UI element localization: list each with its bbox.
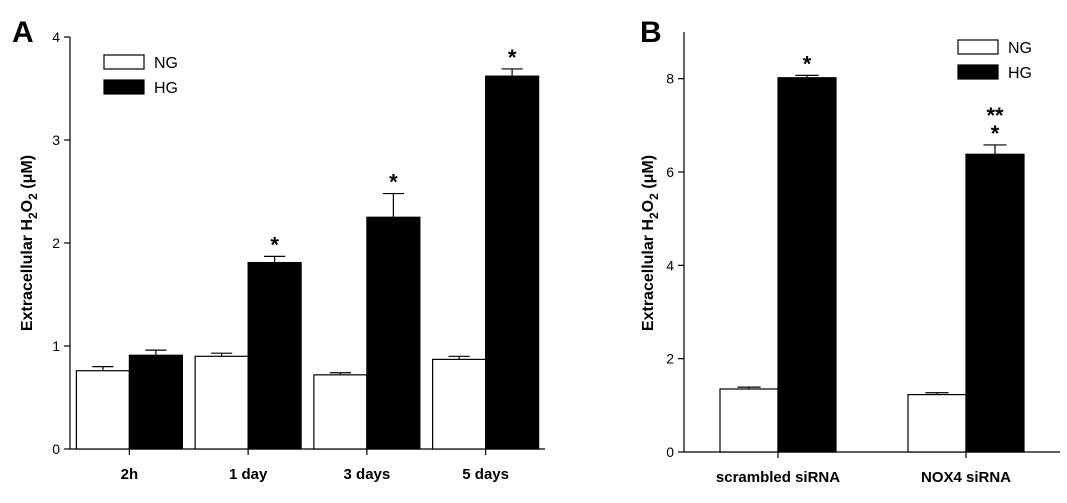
panel-a-y-tick-label: 2 — [52, 235, 60, 251]
panel-b-bar-hg — [777, 77, 837, 453]
panel-a-y-axis-title-part: ( — [19, 183, 36, 193]
panel-a-legend-swatch-hg — [103, 79, 145, 95]
panel-a-bar-hg — [247, 261, 302, 450]
panel-a-y-axis-title-part: μ — [19, 174, 36, 184]
panel-b-y-tick-label: 0 — [666, 444, 674, 460]
panel-a-bar-ng — [432, 358, 487, 450]
panel-b-y-tick-label: 2 — [666, 351, 674, 367]
panel-b-bar-hg — [965, 153, 1025, 453]
panel-a-y-axis-title-part: 2 — [26, 193, 40, 200]
panel-b-bar-ng — [907, 394, 967, 453]
panel-a-bar-ng — [194, 355, 249, 450]
panel-a-y-tick-label: 1 — [52, 338, 60, 354]
panel-a-y-tick-label: 3 — [52, 132, 60, 148]
panel-a-significance-marker: * — [270, 232, 279, 257]
panel-b-y-axis-title-part: M) — [640, 155, 657, 174]
panel-a-legend-label-hg: HG — [154, 80, 178, 97]
panel-a-y-tick-label: 0 — [52, 441, 60, 457]
panel-a-legend-label-ng: NG — [154, 55, 178, 72]
panel-a-y-axis-title-part: Extracellular H — [19, 219, 36, 331]
panel-b-label: B — [640, 16, 662, 49]
panel-b-y-axis-title-part: ( — [640, 183, 657, 193]
panel-a-bar-ng — [313, 374, 368, 450]
panel-a-y-axis-title-part: 2 — [26, 212, 40, 219]
panel-a-category-label: 2h — [121, 466, 139, 483]
panel-a-category-label: 3 days — [344, 466, 391, 483]
panel-a-y-axis-title-part: O — [19, 200, 36, 212]
panel-b-significance-marker: * — [803, 51, 812, 76]
panel-b-y-axis-title: Extracellular H2O2 (μM) — [640, 155, 661, 331]
panel-a-bar-ng — [75, 370, 130, 450]
panel-b-y-axis-title-part: Extracellular H — [640, 219, 657, 331]
panel-b-legend-swatch-ng — [957, 39, 999, 55]
panel-a-bar-hg — [128, 354, 183, 450]
panel-b-y-tick-label: 8 — [666, 71, 674, 87]
panel-b-category-label: scrambled siRNA — [716, 469, 840, 486]
panel-a-y-tick-label: 4 — [52, 29, 60, 45]
panel-b-y-axis-title-part: O — [640, 200, 657, 212]
panel-a-y-axis-title: Extracellular H2O2 (μM) — [19, 155, 40, 331]
panel-a-category-label: 1 day — [229, 466, 268, 483]
panel-a-y-axis-title-part: M) — [19, 155, 36, 174]
panel-b-significance-marker-upper: ** — [986, 103, 1004, 128]
panel-a: A 0 1 2 3 4 2h 1 day * 3 days * 5 days * NG HG Extrac… — [12, 16, 545, 483]
panel-b-legend-swatch-hg — [957, 64, 999, 80]
panel-a-bar-hg — [485, 75, 540, 450]
panel-b-category-label: NOX4 siRNA — [921, 469, 1011, 486]
panel-a-label: A — [12, 16, 34, 49]
panel-b-bar-ng — [719, 388, 779, 453]
panel-a-legend-swatch-ng — [103, 54, 145, 70]
panel-b-y-axis-title-part: 2 — [647, 212, 661, 219]
panel-b-y-axis-title-part: μ — [640, 174, 657, 184]
panel-b-y-tick-label: 4 — [666, 257, 674, 273]
panel-b-legend-label-ng: NG — [1008, 40, 1032, 57]
panel-a-significance-marker: * — [389, 170, 398, 195]
panel-b-legend-label-hg: HG — [1008, 65, 1032, 82]
panel-b-significance-marker: * — [991, 121, 1000, 146]
panel-b-y-tick-label: 6 — [666, 164, 674, 180]
panel-a-significance-marker: * — [508, 45, 517, 70]
panel-a-bar-hg — [366, 216, 421, 450]
panel-a-plot: 0 1 2 3 4 2h 1 day * 3 days * 5 days * NG HG — [52, 29, 545, 483]
panel-b-y-axis-title-part: 2 — [647, 193, 661, 200]
panel-a-category-label: 5 days — [462, 466, 509, 483]
